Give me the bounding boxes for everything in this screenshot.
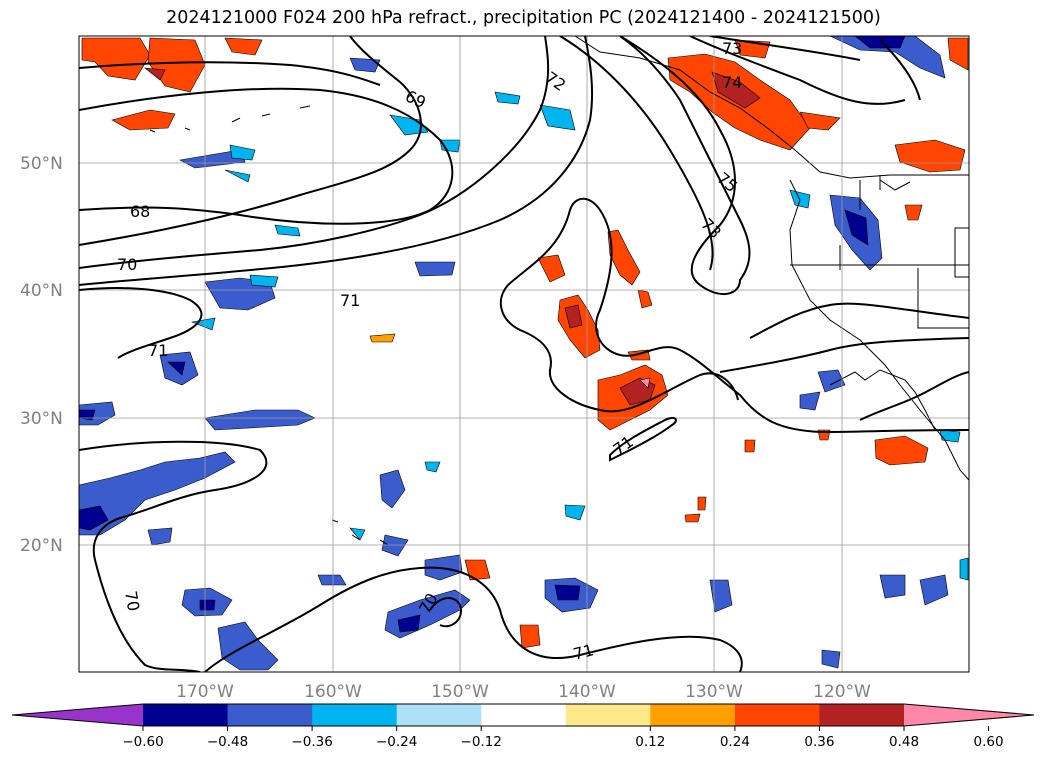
contour-label: 70 (117, 255, 137, 274)
colorbar-label: 0.24 (720, 734, 750, 750)
colorbar-label: −0.24 (376, 734, 417, 750)
contour-label: 74 (722, 73, 742, 92)
lon-label: 150°W (431, 682, 489, 700)
colorbar-label: 0.12 (635, 734, 665, 750)
colorbar-label: −0.60 (122, 734, 163, 750)
refractivity-contours (79, 36, 969, 672)
coastlines (149, 36, 969, 546)
colorbar-segment (143, 704, 229, 726)
contour-label: 68 (130, 202, 150, 221)
colorbar-extend-high (904, 704, 1034, 726)
contour-label: 71 (340, 291, 360, 310)
longitude-labels: 170°W 160°W 150°W 140°W 130°W 120°W (176, 682, 871, 700)
colorbar-label: 0.48 (889, 734, 919, 750)
colorbar-label: 0.36 (804, 734, 834, 750)
latitude-labels: 50°N 40°N 30°N 20°N (20, 154, 63, 556)
colorbar-segment (650, 704, 736, 726)
lat-label: 30°N (20, 409, 63, 429)
colorbar-segment (565, 704, 651, 726)
colorbar-label: −0.36 (291, 734, 332, 750)
contour-label: 73 (722, 39, 742, 58)
gridlines (79, 36, 969, 672)
colorbar-segment (819, 704, 905, 726)
colorbar-segment (481, 704, 567, 726)
lon-label: 160°W (304, 682, 362, 700)
lat-label: 50°N (20, 154, 63, 174)
contour-label: 70 (121, 589, 143, 612)
colorbar-label: 0.60 (974, 734, 1004, 750)
colorbar-label: −0.12 (461, 734, 502, 750)
colorbar-segment (227, 704, 313, 726)
colorbar-segment (734, 704, 820, 726)
colorbar-segments (11, 703, 1035, 727)
contour-label: 71 (148, 341, 168, 360)
lon-label: 130°W (685, 682, 743, 700)
colorbar-label: −0.48 (207, 734, 248, 750)
lat-label: 20°N (20, 536, 63, 556)
colorbar-extend-low (12, 704, 143, 726)
lon-label: 140°W (558, 682, 616, 700)
map-canvas: 73 74 72 69 75 68 73 70 71 71 71 70 70 7… (20, 35, 970, 700)
lon-label: 120°W (813, 682, 871, 700)
colorbar-labels: −0.60 −0.48 −0.36 −0.24 −0.12 0.12 0.24 0.36 0.4… (122, 726, 1004, 750)
lon-label: 170°W (176, 682, 234, 700)
lat-label: 40°N (20, 281, 63, 301)
precip-blob (81, 37, 263, 131)
map-frame (78, 35, 970, 673)
map-title: 2024121000 F024 200 hPa refract., precip… (166, 8, 881, 28)
colorbar-segment (312, 704, 398, 726)
colorbar-segment (396, 704, 482, 726)
contour-label: 71 (571, 640, 596, 664)
precipitation-shading (79, 36, 969, 671)
